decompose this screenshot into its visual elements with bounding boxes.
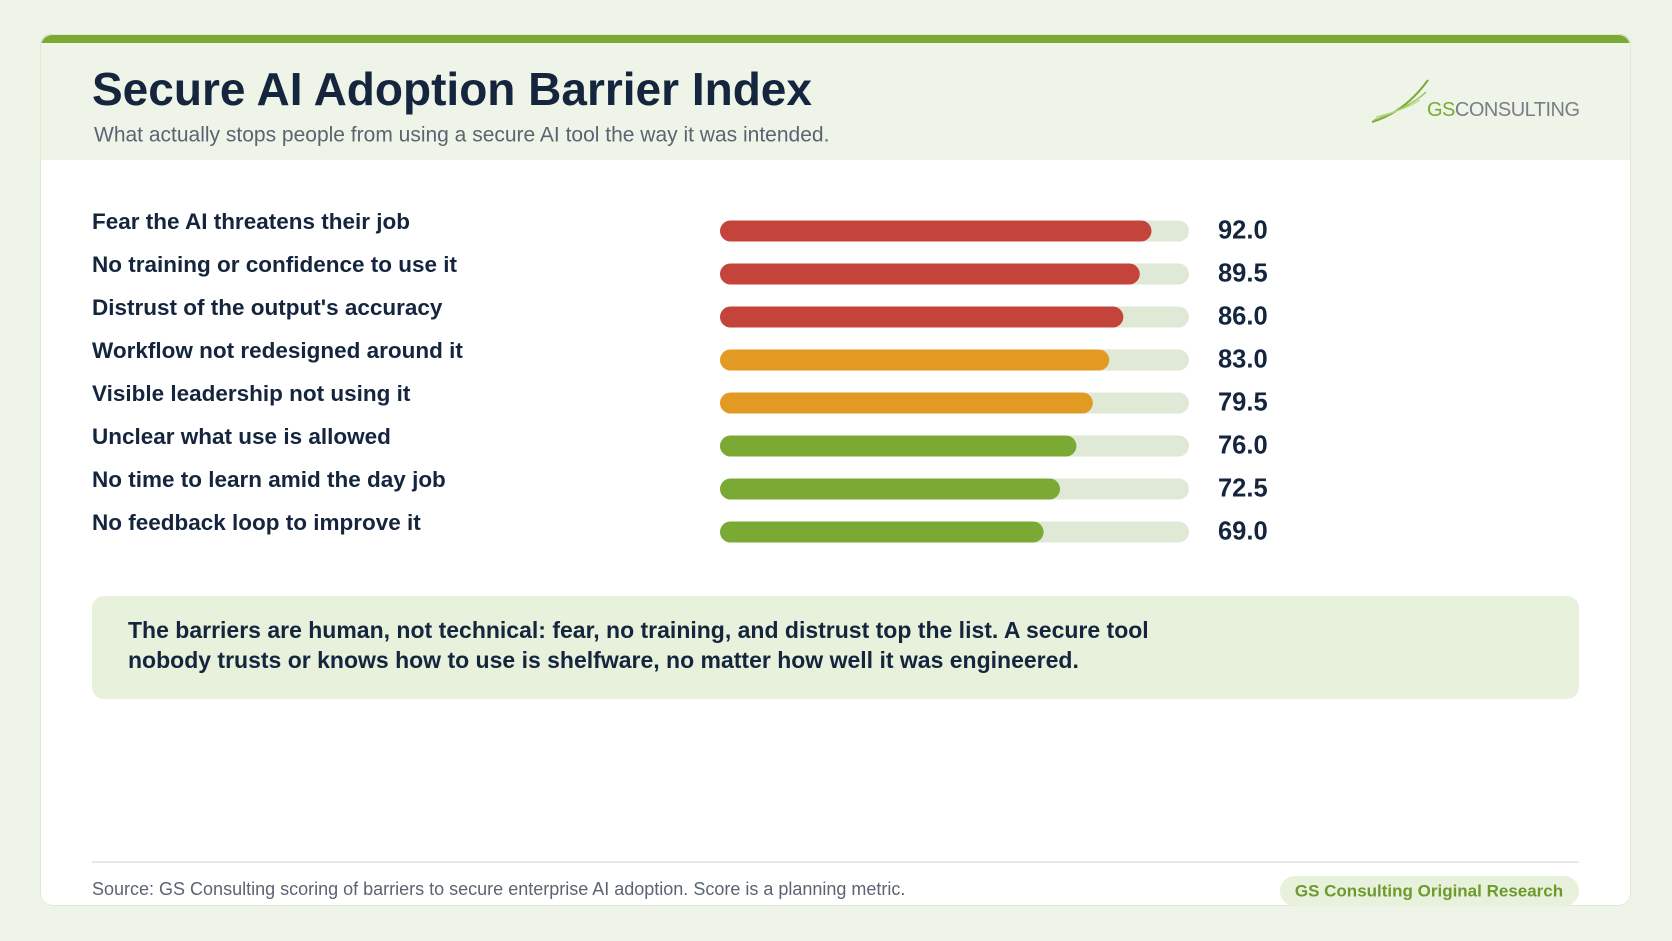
value-label: 86.0 [1218, 303, 1268, 331]
bar [720, 521, 1044, 543]
subtitle: What actually stops people from using a … [94, 124, 829, 147]
note-line: nobody trusts or knows how to use is she… [128, 647, 1079, 673]
logo-accent: GS [1427, 99, 1455, 121]
bar [720, 349, 1110, 371]
badge [1280, 876, 1579, 906]
header-band [40, 34, 1631, 160]
value-label: 89.5 [1218, 260, 1268, 288]
chart-title: Secure AI Adoption Barrier Index [92, 63, 812, 115]
bar-rows: Fear the AI threatens their job 92.0 No tr… [92, 209, 1268, 546]
bar [720, 263, 1140, 285]
category-label: No feedback loop to improve it [92, 510, 421, 535]
category-label: No time to learn amid the day job [92, 467, 446, 492]
note: The barriers are human, not technical: f… [128, 617, 1149, 673]
bar [720, 435, 1077, 457]
card-body [40, 34, 1631, 906]
logo-text: GSCONSULTING [1427, 99, 1580, 121]
card [40, 34, 1631, 906]
value-label: 92.0 [1218, 217, 1268, 245]
bar [720, 392, 1093, 414]
source: Source: GS Consulting scoring of barrier… [92, 879, 905, 899]
value-label: 69.0 [1218, 518, 1268, 546]
logo-word: CONSULTING [1455, 99, 1580, 121]
category-label: No training or confidence to use it [92, 252, 458, 277]
note-box [92, 596, 1579, 699]
value-label: 72.5 [1218, 475, 1268, 503]
badge-text: GS Consulting Original Research [1295, 881, 1563, 900]
category-label: Visible leadership not using it [92, 381, 411, 406]
logo-swoosh [1373, 91, 1427, 121]
category-label: Distrust of the output's accuracy [92, 295, 443, 320]
logo: GSCONSULTING [1371, 79, 1580, 123]
bar [720, 220, 1152, 242]
category-label: Fear the AI threatens their job [92, 209, 410, 234]
note-line: The barriers are human, not technical: f… [128, 617, 1149, 643]
card-border [40, 34, 1631, 906]
category-label: Unclear what use is allowed [92, 424, 391, 449]
top-accent [40, 34, 1631, 43]
bar [720, 478, 1061, 500]
value-label: 79.5 [1218, 389, 1268, 417]
logo-swoosh [1371, 79, 1429, 123]
value-label: 76.0 [1218, 432, 1268, 460]
logo-swoosh [1375, 99, 1421, 118]
category-label: Workflow not redesigned around it [92, 338, 463, 363]
value-label: 83.0 [1218, 346, 1268, 374]
bar [720, 306, 1124, 328]
